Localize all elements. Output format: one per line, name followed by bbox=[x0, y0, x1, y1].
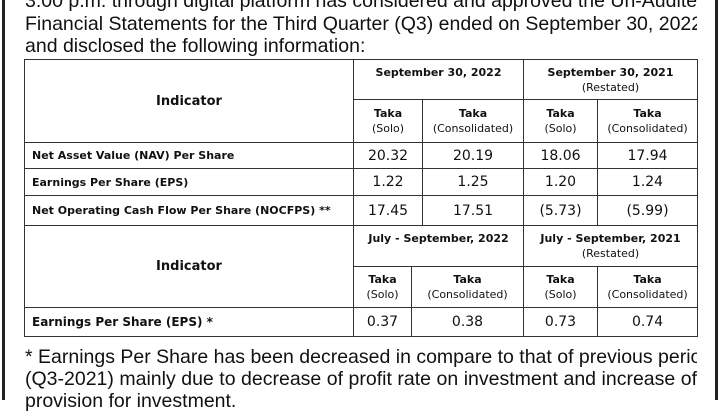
period-header-2022: July - September, 2022 bbox=[352, 225, 525, 267]
footnote-line-3: provision for investment. bbox=[25, 390, 237, 412]
indicator-header: Indicator bbox=[24, 225, 354, 308]
cell-value: (5.99) bbox=[597, 195, 698, 226]
col-solo-2022: Taka (Solo) bbox=[353, 266, 412, 308]
col-solo-2022: Taka (Solo) bbox=[353, 99, 423, 143]
page-border-right bbox=[715, 0, 718, 400]
cell-value: 0.74 bbox=[597, 307, 699, 337]
cell-value: 0.38 bbox=[410, 307, 525, 337]
cell-value: 17.94 bbox=[597, 142, 698, 169]
table-row: Earnings Per Share (EPS) * 0.37 0.38 0.7… bbox=[24, 307, 699, 337]
financial-table-q3-end: Indicator September 30, 2022 September 3… bbox=[24, 59, 698, 226]
cell-value: (5.73) bbox=[523, 195, 598, 226]
col-solo-2021: Taka (Solo) bbox=[523, 266, 599, 308]
cell-value: 17.51 bbox=[422, 195, 524, 226]
indicator-header: Indicator bbox=[24, 59, 354, 143]
cell-value: 0.73 bbox=[523, 307, 599, 337]
period-header-2022: September 30, 2022 bbox=[353, 59, 524, 100]
period-label: September 30, 2021 bbox=[547, 66, 674, 79]
intro-line-2: Financial Statements for the Third Quart… bbox=[25, 13, 697, 35]
cell-value: 20.32 bbox=[353, 142, 423, 169]
row-label: Earnings Per Share (EPS) bbox=[24, 168, 354, 196]
col-consolidated-2022: Taka (Consolidated) bbox=[422, 99, 524, 143]
cell-value: 17.45 bbox=[353, 195, 423, 226]
cell-value: 1.25 bbox=[422, 168, 524, 196]
col-solo-2021: Taka (Solo) bbox=[523, 99, 598, 143]
row-label: Net Operating Cash Flow Per Share (NOCFP… bbox=[24, 195, 354, 226]
table-row: Net Asset Value (NAV) Per Share 20.32 20… bbox=[24, 142, 698, 169]
footnote-line-2: (Q3-2021) mainly due to decrease of prof… bbox=[25, 368, 697, 390]
cell-value: 1.22 bbox=[353, 168, 423, 196]
col-consolidated-2021: Taka (Consolidated) bbox=[597, 99, 698, 143]
col-consolidated-2021: Taka (Consolidated) bbox=[597, 266, 699, 308]
table-row: Earnings Per Share (EPS) 1.22 1.25 1.20 … bbox=[24, 168, 698, 196]
row-label: Earnings Per Share (EPS) * bbox=[24, 307, 354, 337]
intro-line-1: 3:00 p.m. through digital platform has c… bbox=[25, 0, 697, 12]
cell-value: 1.20 bbox=[523, 168, 598, 196]
restated-note: (Restated) bbox=[581, 247, 640, 260]
table-row: Net Operating Cash Flow Per Share (NOCFP… bbox=[24, 195, 698, 226]
intro-line-3: and disclosed the following information: bbox=[25, 35, 366, 57]
cell-value: 18.06 bbox=[523, 142, 598, 169]
period-header-2021: September 30, 2021 (Restated) bbox=[523, 59, 698, 100]
period-header-2021: July - September, 2021 (Restated) bbox=[523, 225, 699, 267]
cell-value: 1.24 bbox=[597, 168, 698, 196]
col-consolidated-2022: Taka (Consolidated) bbox=[410, 266, 525, 308]
footnote-line-1: * Earnings Per Share has been decreased … bbox=[25, 346, 697, 368]
period-label: July - September, 2021 bbox=[540, 232, 681, 245]
restated-note: (Restated) bbox=[581, 81, 640, 94]
cell-value: 0.37 bbox=[353, 307, 412, 337]
cell-value: 20.19 bbox=[422, 142, 524, 169]
financial-table-quarter: Indicator July - September, 2022 July - … bbox=[24, 225, 699, 337]
row-label: Net Asset Value (NAV) Per Share bbox=[24, 142, 354, 169]
page-border-left bbox=[2, 0, 5, 400]
